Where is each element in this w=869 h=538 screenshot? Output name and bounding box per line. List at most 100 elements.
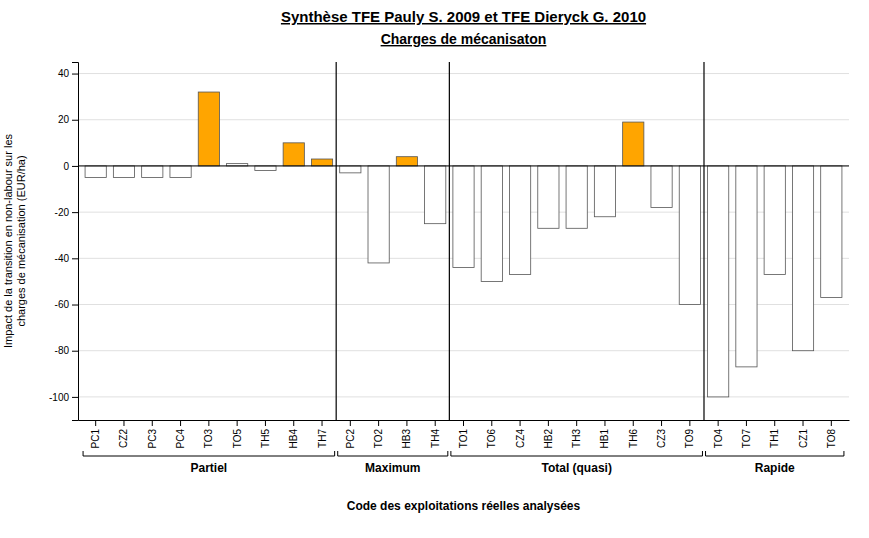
- y-tick-label: 0: [63, 161, 69, 172]
- x-tick: PC2: [345, 420, 356, 448]
- group-label: Rapide: [755, 461, 795, 475]
- y-axis-title-line: charges de mécanisation (EUR/ha): [15, 155, 27, 326]
- bar: [170, 166, 191, 178]
- group-bracket-line: [83, 451, 335, 456]
- y-tick-mark: [72, 74, 78, 75]
- y-tick: -40: [55, 253, 78, 264]
- x-tick-mark: [208, 420, 209, 426]
- x-tick: HB4: [288, 420, 299, 448]
- y-tick-mark: [72, 258, 78, 259]
- x-tick-mark: [661, 420, 662, 426]
- x-tick-label: TO9: [684, 429, 695, 449]
- x-tick-label: CZ4: [515, 429, 526, 448]
- x-tick-label: TH4: [430, 429, 441, 448]
- bar: [679, 166, 700, 305]
- x-tick-mark: [803, 420, 804, 426]
- x-tick-mark: [604, 420, 605, 426]
- x-tick: HB3: [401, 420, 412, 448]
- x-tick: TH3: [571, 420, 582, 448]
- y-tick: 20: [58, 114, 78, 125]
- x-tick-mark: [350, 420, 351, 426]
- group-label: Total (quasi): [541, 461, 611, 475]
- y-tick-label: -80: [55, 345, 70, 356]
- bar: [142, 166, 163, 178]
- y-tick-mark: [72, 397, 78, 398]
- x-tick: PC3: [147, 420, 158, 448]
- x-tick: TH5: [260, 420, 271, 448]
- x-tick-label: HB1: [599, 429, 610, 449]
- y-tick-mark: [72, 120, 78, 121]
- y-tick: 40: [58, 68, 78, 79]
- x-tick-mark: [180, 420, 181, 426]
- y-tick-label: -100: [49, 392, 69, 403]
- x-tick: CZ2: [118, 420, 129, 448]
- x-tick-label: TO4: [713, 429, 724, 449]
- x-tick-mark: [406, 420, 407, 426]
- grid-line: [78, 165, 849, 166]
- group-bracket: Partiel: [83, 451, 335, 475]
- y-tick-label: -60: [55, 299, 70, 310]
- x-tick-label: TO8: [826, 429, 837, 449]
- x-tick-label: TH6: [628, 429, 639, 448]
- x-tick-label: TH5: [260, 429, 271, 448]
- bar: [255, 166, 276, 171]
- x-tick-label: HB3: [401, 429, 412, 449]
- x-tick: TO8: [826, 420, 837, 448]
- y-tick: -60: [55, 299, 78, 310]
- group-bracket-line: [338, 451, 448, 456]
- grid-line: [78, 396, 849, 397]
- y-tick: -20: [55, 207, 78, 218]
- group-separator: [336, 62, 337, 420]
- grid: [78, 74, 849, 397]
- x-tick: TO5: [232, 420, 243, 448]
- x-tick-mark: [152, 420, 153, 426]
- bar: [509, 166, 530, 275]
- bar: [736, 166, 757, 367]
- x-tick-mark: [265, 420, 266, 426]
- x-tick-label: PC4: [175, 429, 186, 449]
- grid-line: [78, 119, 849, 120]
- bar: [425, 166, 446, 224]
- x-tick-label: PC2: [345, 429, 356, 449]
- y-axis: -100 -80 -60 -40 -20 0 20 40: [49, 63, 79, 421]
- bar: [594, 166, 615, 217]
- x-tick: TO3: [203, 420, 214, 448]
- x-tick: CZ1: [798, 420, 809, 448]
- y-tick-mark: [72, 305, 78, 306]
- y-tick-label: -40: [55, 253, 70, 264]
- x-tick-mark: [293, 420, 294, 426]
- x-tick-label: HB2: [543, 429, 554, 449]
- bar: [283, 143, 304, 166]
- bar: [481, 166, 502, 281]
- bar: [340, 166, 361, 173]
- x-tick: PC1: [90, 420, 101, 448]
- group-separator: [703, 62, 704, 420]
- x-tick: TO6: [486, 420, 497, 448]
- bar: [538, 166, 559, 228]
- bar: [85, 166, 106, 178]
- x-tick: TH1: [769, 420, 780, 448]
- y-axis-line: [72, 63, 79, 421]
- x-tick-label: CZ2: [118, 429, 129, 448]
- bar: [792, 166, 813, 351]
- y-tick: -100: [49, 392, 78, 403]
- bar: [651, 166, 672, 208]
- x-tick-mark: [378, 420, 379, 426]
- grid-line: [78, 73, 849, 74]
- x-tick: TO4: [713, 420, 724, 448]
- title: Synthèse TFE Pauly S. 2009 et TFE Dieryc…: [281, 8, 646, 25]
- x-tick-label: TO3: [203, 429, 214, 449]
- x-tick-mark: [633, 420, 634, 426]
- bar: [311, 159, 332, 166]
- subtitle: Charges de mécanisaton: [381, 31, 547, 47]
- group-bracket-line: [451, 451, 703, 456]
- x-tick-mark: [237, 420, 238, 426]
- x-tick-label: TO5: [232, 429, 243, 449]
- x-tick-mark: [689, 420, 690, 426]
- x-tick: HB1: [599, 420, 610, 448]
- x-tick-label: TH7: [317, 429, 328, 448]
- x-tick-mark: [123, 420, 124, 426]
- bar: [708, 166, 729, 397]
- y-tick-label: -20: [55, 207, 70, 218]
- zero-line: [78, 165, 849, 166]
